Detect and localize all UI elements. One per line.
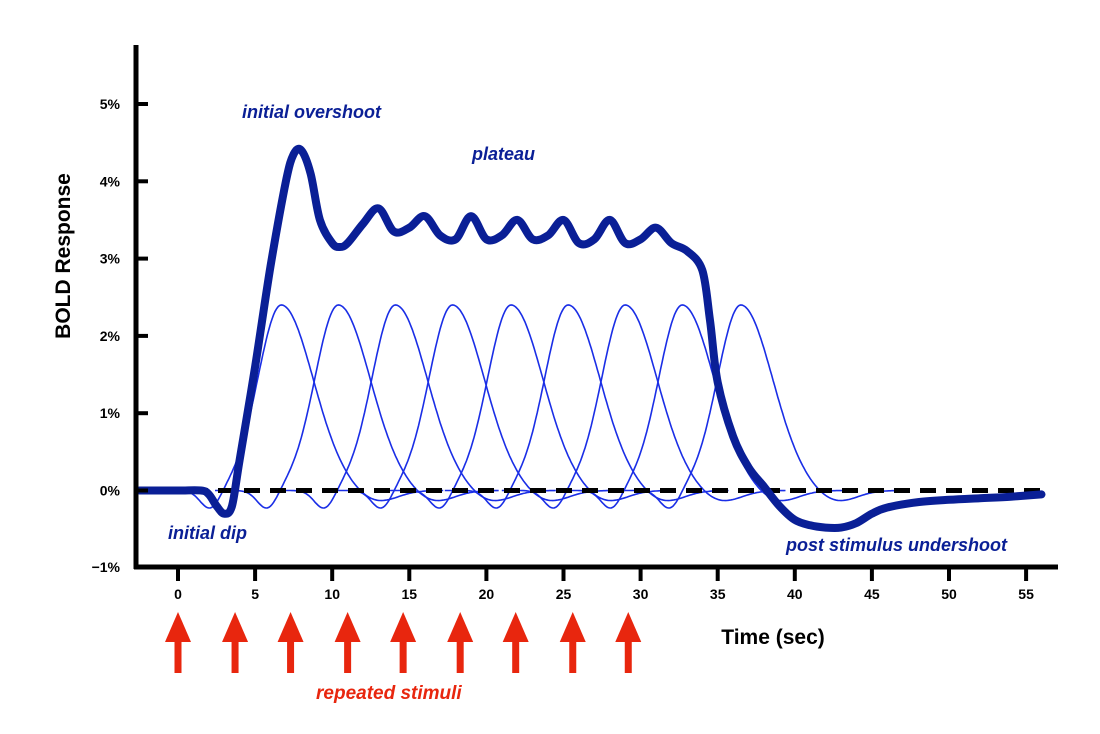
hrf-curve [329,304,613,509]
x-tick-label: 0 [174,586,182,602]
hrf-curve [617,304,902,509]
stimulus-arrow [390,612,417,673]
stimulus-arrow [334,612,361,673]
x-axis-title: Time (sec) [721,626,825,649]
stimulus-arrows [165,612,642,673]
x-tick-label: 50 [941,586,957,602]
stimulus-arrow [502,612,529,673]
hrf-curve [387,304,672,509]
x-tick-label: 5 [251,586,259,602]
hrf-curve [158,304,444,509]
stimulus-arrow [447,612,474,673]
stimulus-arrow [615,612,642,673]
stimulus-arrow [277,612,304,673]
x-tick-label: 25 [556,586,572,602]
y-tick-label: 3% [100,251,121,267]
hrf-curve [272,304,556,509]
stimulus-arrow [559,612,586,673]
x-tick-label: 35 [710,586,726,602]
x-tick-label: 45 [864,586,880,602]
x-tick-label: 40 [787,586,803,602]
annotation-initial-overshoot: initial overshoot [242,102,382,122]
annotation-initial-dip: initial dip [168,523,247,543]
y-axis-title: BOLD Response [52,173,75,339]
x-tick-label: 15 [402,586,418,602]
y-tick-label: 4% [100,173,121,189]
x-axis-ticks: 0 5 10 15 20 25 30 35 40 45 50 55 [174,567,1034,602]
hrf-curve [215,304,499,509]
annotation-post-stimulus-undershoot: post stimulus undershoot [785,535,1008,555]
x-tick-label: 10 [324,586,340,602]
y-axis-ticks: −1% 0% 1% 2% 3% 4% 5% [92,96,148,575]
series-line-bold-response [135,144,1046,533]
y-tick-label: 2% [100,328,121,344]
hrf-curve [444,304,729,509]
x-tick-label: 30 [633,586,649,602]
annotation-plateau: plateau [471,144,535,164]
y-tick-label: −1% [92,559,121,575]
y-tick-label: 0% [100,483,121,499]
x-tick-label: 20 [479,586,495,602]
y-tick-label: 5% [100,96,121,112]
stimulus-arrow [165,612,191,673]
hrf-curve [558,304,843,509]
y-tick-label: 1% [100,405,121,421]
x-tick-label: 55 [1018,586,1034,602]
annotation-repeated-stimuli: repeated stimuli [316,683,462,704]
stimulus-arrow [222,612,249,673]
hrf-curves [158,304,902,509]
hrf-curve [501,304,786,509]
